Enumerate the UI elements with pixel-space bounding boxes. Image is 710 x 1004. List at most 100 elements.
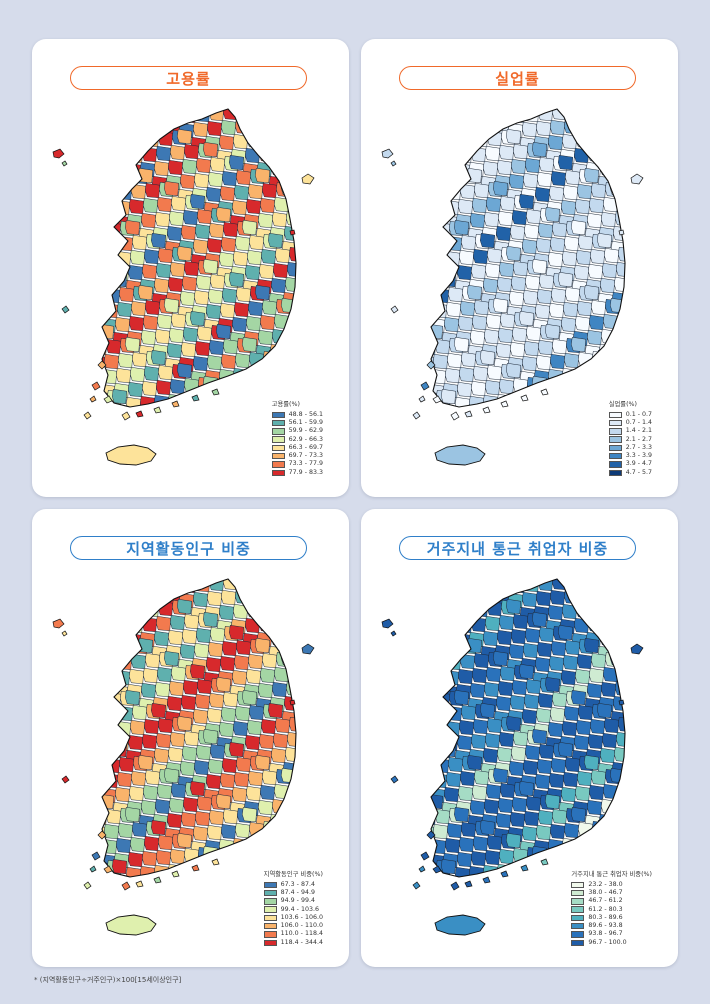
region-cell	[194, 109, 211, 123]
legend-swatch	[271, 461, 285, 468]
region-cell	[547, 721, 564, 738]
regional-active-population-panel: 지역활동인구 비중 지역활동인구 비중(%) 67.3 - 87.4 87.4 -…	[32, 509, 349, 967]
region-cell	[469, 799, 486, 816]
region-cell	[432, 353, 449, 370]
region-cell	[254, 754, 271, 771]
island	[52, 148, 65, 159]
region-cell	[125, 866, 142, 877]
region-cell	[570, 219, 587, 236]
region-cell	[509, 811, 526, 828]
region-cell	[564, 756, 581, 773]
region-cell	[267, 702, 284, 719]
region-cell	[219, 772, 236, 789]
region-cell	[589, 601, 606, 618]
region-cell	[561, 250, 578, 267]
region-cell	[248, 117, 265, 134]
region-cell	[105, 579, 122, 591]
region-cell	[235, 639, 252, 656]
region-cell	[538, 743, 555, 760]
region-cell	[442, 148, 459, 165]
region-cell	[434, 109, 451, 121]
island	[420, 381, 430, 391]
region-cell	[496, 746, 513, 763]
region-cell	[575, 602, 592, 619]
region-cell	[460, 117, 477, 134]
region-cell	[454, 396, 471, 407]
region-cell	[267, 349, 284, 366]
island	[390, 630, 397, 637]
region-cell	[272, 732, 289, 749]
region-cell	[241, 806, 258, 823]
region-cell	[245, 785, 262, 802]
region-cell	[287, 782, 296, 799]
region-cell	[432, 823, 449, 840]
region-cell	[181, 158, 198, 175]
region-cell	[479, 349, 496, 366]
region-cell	[544, 793, 561, 810]
region-cell	[458, 132, 475, 149]
region-cell	[561, 720, 578, 737]
region-cell	[194, 579, 211, 593]
region-cell	[154, 681, 171, 698]
region-cell	[215, 206, 232, 223]
region-cell	[474, 586, 491, 603]
region-cell	[456, 617, 473, 634]
region-cell	[155, 145, 172, 162]
legend: 고용률(%) 48.8 - 56.1 56.1 - 59.9 59.9 - 62.9…	[271, 402, 323, 477]
region-cell	[111, 858, 128, 875]
region-cell	[575, 719, 592, 736]
island	[289, 229, 296, 236]
region-cell	[180, 811, 197, 828]
region-cell	[269, 109, 286, 126]
region-cell	[154, 328, 171, 345]
region-cell	[116, 771, 133, 788]
region-cell	[246, 602, 263, 619]
region-cell	[431, 677, 439, 694]
region-cell	[102, 670, 117, 687]
island	[301, 643, 315, 655]
region-cell	[194, 810, 211, 827]
region-cell	[218, 251, 235, 268]
island	[500, 400, 509, 408]
region-cell	[431, 692, 437, 709]
region-cell	[415, 612, 430, 627]
region-cell	[601, 379, 618, 396]
island	[135, 880, 144, 888]
region-cell	[155, 379, 172, 396]
region-cell	[589, 718, 606, 735]
legend-range-label: 0.1 - 0.7	[625, 410, 652, 418]
region-cell	[511, 326, 528, 343]
region-cell	[285, 797, 296, 814]
region-cell	[495, 695, 512, 712]
region-cell	[206, 237, 223, 254]
legend-swatch	[608, 436, 622, 443]
region-cell	[484, 849, 501, 866]
region-cell	[431, 758, 436, 775]
region-cell	[588, 784, 605, 801]
island	[153, 406, 162, 414]
region-cell	[193, 642, 210, 659]
region-cell	[102, 134, 118, 151]
region-cell	[102, 251, 118, 268]
region-cell	[131, 587, 148, 604]
region-cell	[466, 284, 483, 301]
region-cell	[431, 318, 432, 335]
region-cell	[119, 109, 136, 120]
region-cell	[202, 258, 219, 275]
region-cell	[231, 199, 248, 216]
region-cell	[288, 833, 296, 850]
legend-row: 0.7 - 1.4	[608, 419, 652, 427]
region-cell	[223, 859, 240, 876]
region-cell	[547, 134, 564, 151]
region-cell	[587, 850, 604, 867]
region-cell	[498, 848, 515, 865]
region-cell	[431, 676, 444, 693]
region-cell	[523, 810, 540, 827]
region-cell	[611, 174, 625, 191]
region-cell	[205, 186, 222, 203]
region-cell	[446, 118, 463, 135]
region-cell	[141, 380, 158, 397]
region-cell	[431, 641, 436, 658]
region-cell	[610, 123, 625, 140]
region-cell	[241, 579, 258, 589]
